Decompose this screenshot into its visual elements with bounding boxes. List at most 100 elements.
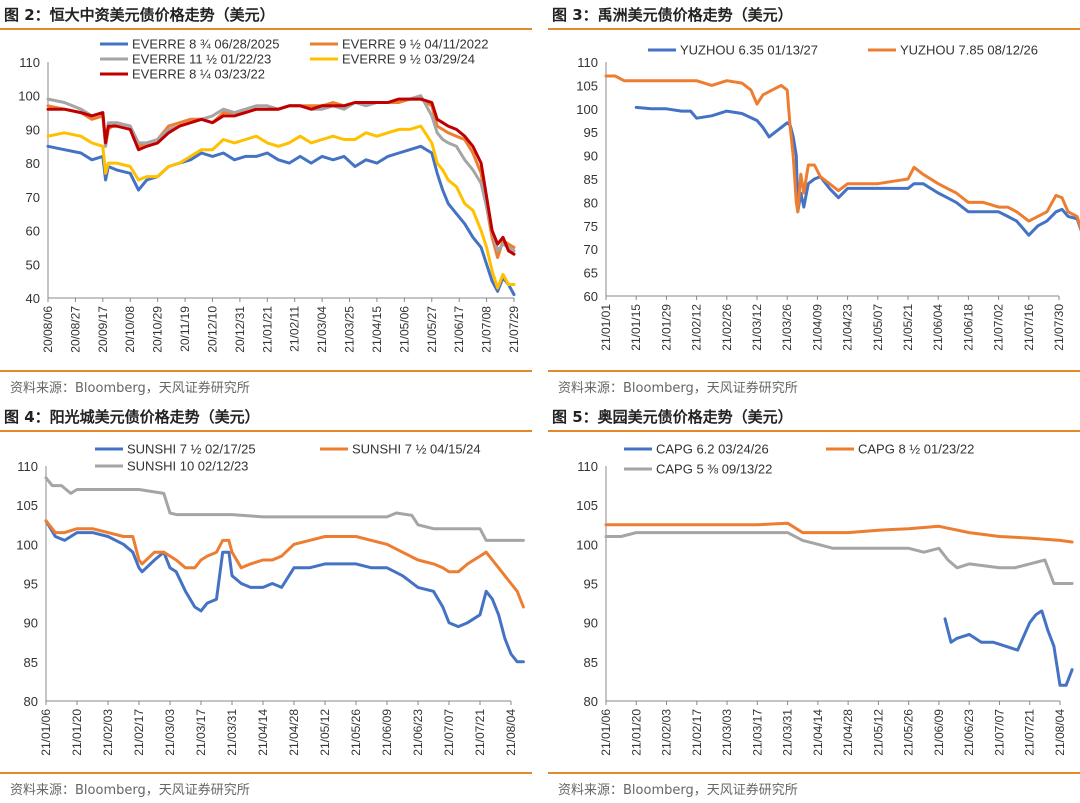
source-text: Bloomberg，天风证券研究所 <box>75 783 250 798</box>
source-prefix: 资料来源： <box>558 783 624 798</box>
x-tick-label: 21/03/17 <box>194 709 208 756</box>
x-tick-label: 20/10/08 <box>123 306 137 353</box>
chart-title: 图 3：禹洲美元债价格走势（美元） <box>552 6 793 24</box>
x-tick-label: 21/03/31 <box>781 709 795 756</box>
x-tick-label: 21/05/12 <box>871 709 885 756</box>
source-note: 资料来源：Bloomberg，天风证券研究所 <box>558 377 798 396</box>
x-tick-label: 21/05/21 <box>901 304 915 351</box>
x-tick-label: 21/01/21 <box>260 306 274 353</box>
x-tick-label: 21/06/09 <box>932 709 946 756</box>
x-tick-label: 20/10/29 <box>151 306 165 353</box>
legend-label: SUNSHI 7 ½ 04/15/24 <box>352 442 481 457</box>
y-tick-label: 90 <box>26 122 40 137</box>
x-tick-label: 21/08/04 <box>1053 709 1067 756</box>
legend-label: EVERRE 9 ½ 03/29/24 <box>342 52 475 67</box>
legend-label: CAPG 5 ⅜ 09/13/22 <box>656 462 772 477</box>
x-tick-label: 21/07/21 <box>473 709 487 756</box>
x-tick-label: 21/04/09 <box>810 304 824 351</box>
panel-yuzhou: 图 3：禹洲美元债价格走势（美元） 60 65 70 75 80 85 90 95 100 105… <box>548 0 1080 401</box>
x-tick-label: 21/05/06 <box>397 306 411 353</box>
source-note: 资料来源：Bloomberg，天风证券研究所 <box>558 779 798 798</box>
series-line <box>44 519 525 664</box>
x-tick-label: 21/06/09 <box>380 709 394 756</box>
y-tick-label: 80 <box>584 694 598 709</box>
y-tick-label: 40 <box>26 291 40 306</box>
x-tick-label: 20/09/17 <box>96 306 110 353</box>
title-rule <box>548 28 1080 30</box>
source-prefix: 资料来源： <box>10 783 76 798</box>
source-note: 资料来源：Bloomberg，天风证券研究所 <box>10 377 250 396</box>
x-tick-label: 21/05/26 <box>902 709 916 756</box>
x-tick-label: 21/01/01 <box>599 304 613 351</box>
chart-title: 图 5：奥园美元债价格走势（美元） <box>552 408 793 426</box>
x-tick-label: 20/12/31 <box>233 306 247 353</box>
legend-label: EVERRE 8 ¾ 06/28/2025 <box>132 37 279 52</box>
x-tick-label: 20/12/10 <box>205 306 219 353</box>
x-tick-label: 21/07/29 <box>507 306 521 353</box>
x-tick-label: 21/03/31 <box>225 709 239 756</box>
x-tick-label: 21/05/07 <box>871 304 885 351</box>
x-tick-label: 21/04/14 <box>811 709 825 756</box>
y-tick-label: 85 <box>24 655 38 670</box>
series-line <box>604 531 1074 585</box>
x-tick-label: 21/01/15 <box>629 304 643 351</box>
y-tick-label: 90 <box>584 616 598 631</box>
source-rule <box>548 772 1080 774</box>
x-tick-label: 21/02/17 <box>132 709 146 756</box>
x-tick-label: 21/02/26 <box>720 304 734 351</box>
x-tick-label: 20/08/27 <box>68 306 82 353</box>
legend-label: CAPG 8 ½ 01/23/22 <box>858 442 974 457</box>
x-tick-label: 21/03/26 <box>780 304 794 351</box>
y-tick-label: 70 <box>26 190 40 205</box>
legend-label: EVERRE 8 ¼ 03/23/22 <box>132 67 265 82</box>
x-tick-label: 21/03/03 <box>720 709 734 756</box>
y-tick-label: 110 <box>19 55 40 70</box>
x-tick-label: 21/01/20 <box>70 709 84 756</box>
x-tick-label: 21/03/04 <box>315 306 329 353</box>
source-note: 资料来源：Bloomberg，天风证券研究所 <box>10 779 250 798</box>
legend-label: EVERRE 9 ½ 04/11/2022 <box>342 37 488 52</box>
series-line <box>46 144 516 297</box>
x-tick-label: 21/06/04 <box>931 304 945 351</box>
y-tick-label: 95 <box>584 577 598 592</box>
panel-aoyuan: 图 5：奥园美元债价格走势（美元） 80 85 90 95 100 105 110 21/01… <box>548 402 1080 803</box>
x-tick-label: 21/07/07 <box>442 709 456 756</box>
x-tick-label: 21/02/11 <box>288 306 302 352</box>
x-tick-label: 21/06/23 <box>962 709 976 756</box>
y-tick-label: 60 <box>584 289 598 304</box>
y-tick-label: 70 <box>584 242 598 257</box>
x-tick-label: 21/06/17 <box>452 306 466 353</box>
x-tick-label: 21/04/23 <box>841 304 855 351</box>
y-tick-label: 110 <box>577 459 598 474</box>
panel-evergrande: 图 2：恒大中资美元债价格走势（美元） 40 50 60 70 80 90 100 110 20… <box>0 0 532 401</box>
x-tick-label: 21/08/04 <box>504 709 518 756</box>
y-tick-label: 80 <box>584 195 598 210</box>
y-tick-label: 50 <box>26 257 40 272</box>
y-tick-label: 60 <box>26 224 40 239</box>
x-tick-label: 21/07/07 <box>992 709 1006 756</box>
legend-label: YUZHOU 7.85 08/12/26 <box>900 43 1038 58</box>
legend-label: YUZHOU 6.35 01/13/27 <box>680 43 818 58</box>
series-line <box>604 74 1080 231</box>
x-tick-label: 21/07/02 <box>992 304 1006 351</box>
source-prefix: 资料来源： <box>10 381 76 396</box>
x-tick-label: 21/02/03 <box>660 709 674 756</box>
chart-title: 图 2：恒大中资美元债价格走势（美元） <box>4 6 275 24</box>
y-tick-label: 75 <box>584 219 598 234</box>
x-tick-label: 21/02/17 <box>690 709 704 756</box>
x-tick-label: 21/07/08 <box>480 306 494 353</box>
y-tick-label: 90 <box>24 616 38 631</box>
x-tick-label: 21/04/15 <box>370 306 384 353</box>
y-tick-label: 85 <box>584 655 598 670</box>
y-tick-label: 80 <box>24 694 38 709</box>
series-line <box>634 105 1080 237</box>
series-line <box>44 476 525 542</box>
y-tick-label: 100 <box>16 537 38 552</box>
source-rule <box>0 772 532 774</box>
chart-title: 图 4：阳光城美元债价格走势（美元） <box>4 408 260 426</box>
y-tick-label: 80 <box>26 156 40 171</box>
x-tick-label: 21/03/25 <box>343 306 357 353</box>
x-tick-label: 20/11/19 <box>178 306 192 352</box>
chart-aoyuan: 80 85 90 95 100 105 110 21/01/06 21/01/20 21/02/0… <box>576 442 1074 756</box>
x-tick-label: 21/02/12 <box>690 304 704 351</box>
